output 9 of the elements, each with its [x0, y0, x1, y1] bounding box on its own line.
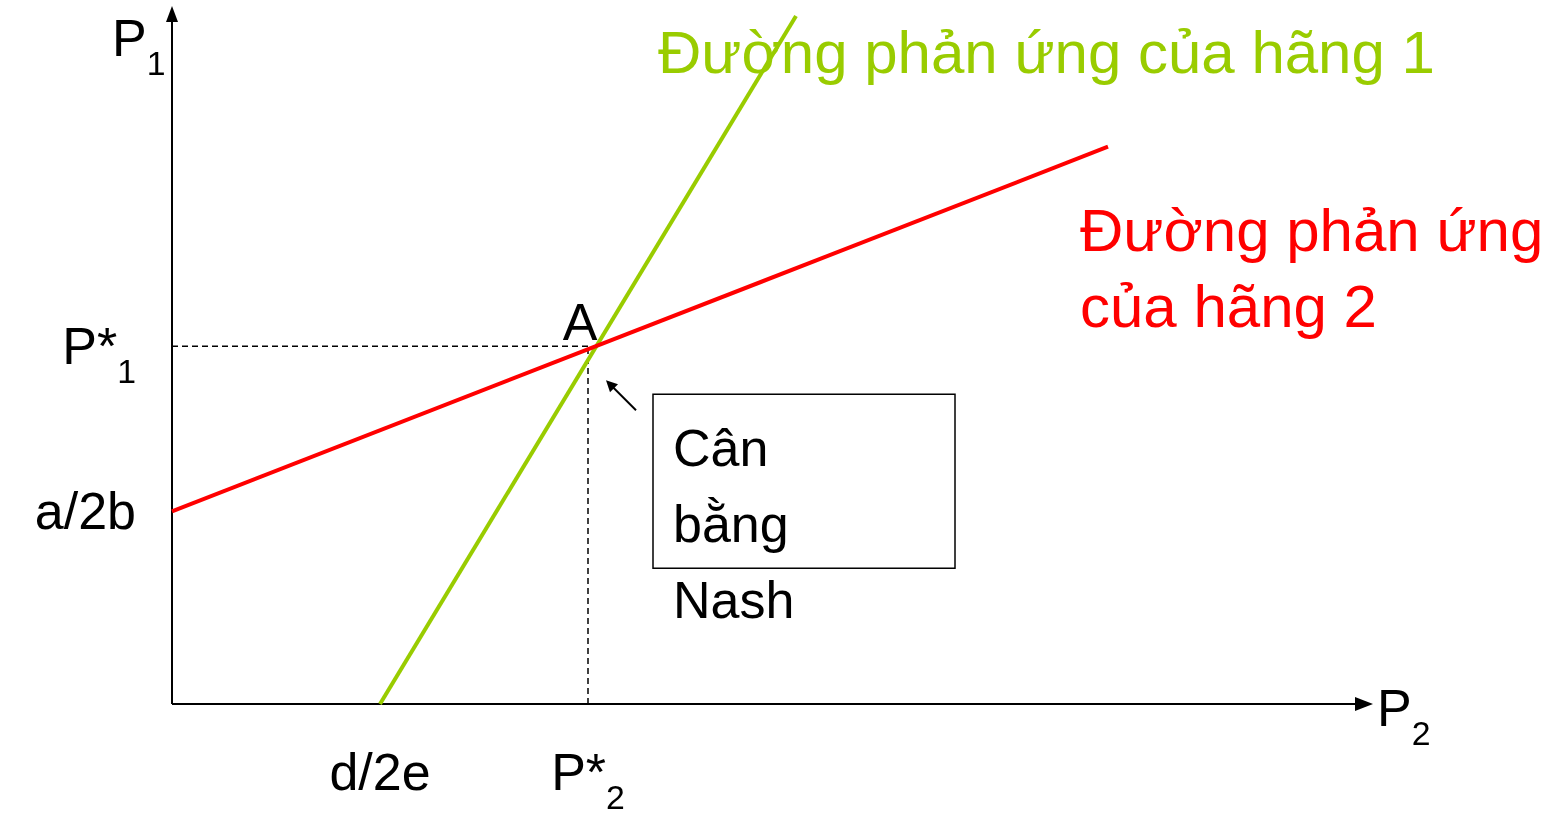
annotation: A	[562, 293, 598, 352]
x-tick-label: P*$_{2}$	[551, 743, 625, 816]
ref-line-label: P*$_{1}$	[62, 317, 136, 391]
annotation: Cân bằng Nash	[673, 419, 795, 630]
y-axis-title: P$_{1}$	[112, 9, 166, 82]
x-axis-title: P$_{2}$	[1377, 679, 1431, 752]
text: a/2b	[34, 482, 136, 541]
series-label: Đường phản ứng của hãng 2	[1080, 196, 1544, 340]
x-tick-label: d/2e	[329, 743, 431, 801]
